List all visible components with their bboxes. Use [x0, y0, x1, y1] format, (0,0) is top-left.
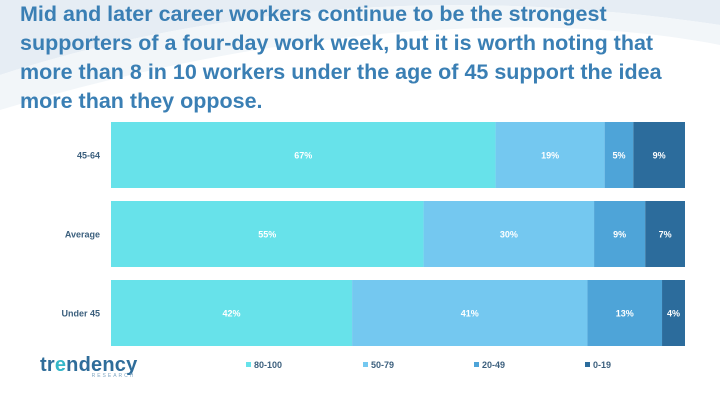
- legend-label: 80-100: [254, 360, 282, 370]
- data-label: 41%: [461, 309, 479, 319]
- logo-text-prefix: tr: [40, 354, 55, 376]
- data-label: 7%: [659, 230, 672, 240]
- category-label: 45-64: [77, 151, 100, 161]
- bar-segment: [633, 122, 685, 188]
- data-label: 9%: [653, 151, 666, 161]
- data-label: 42%: [223, 309, 241, 319]
- legend-swatch: [246, 362, 251, 367]
- category-label: Average: [65, 230, 100, 240]
- category-label: Under 45: [61, 309, 100, 319]
- bar-segment: [662, 280, 685, 346]
- legend-swatch: [363, 362, 368, 367]
- data-label: 5%: [612, 151, 625, 161]
- bar-segment: [111, 201, 424, 267]
- data-label: 30%: [500, 230, 518, 240]
- legend-swatch: [585, 362, 590, 367]
- bar-segment: [352, 280, 588, 346]
- logo-text-suffix: ndency: [66, 354, 138, 376]
- logo-subtitle: RESEARCH: [91, 373, 136, 379]
- bar-segment: [594, 201, 646, 267]
- bar-segment: [111, 280, 353, 346]
- data-label: 19%: [541, 151, 559, 161]
- legend-label: 0-19: [593, 360, 611, 370]
- legend-swatch: [474, 362, 479, 367]
- legend-label: 50-79: [371, 360, 394, 370]
- data-label: 13%: [616, 309, 634, 319]
- bar-segment: [604, 122, 634, 188]
- legend-label: 20-49: [482, 360, 505, 370]
- data-label: 55%: [258, 230, 276, 240]
- data-label: 67%: [294, 151, 312, 161]
- data-label: 4%: [667, 309, 680, 319]
- logo-text-accent: e: [54, 354, 67, 376]
- bar-segment: [495, 122, 605, 188]
- bar-segment: [645, 201, 685, 267]
- slide-title: Mid and later career workers continue to…: [20, 2, 662, 113]
- bar-segment: [587, 280, 663, 346]
- trendency-logo: trendency RESEARCH: [40, 354, 137, 379]
- data-label: 9%: [613, 230, 626, 240]
- bar-segment: [111, 122, 496, 188]
- bar-segment: [423, 201, 595, 267]
- logo-wordmark: trendency: [40, 354, 137, 376]
